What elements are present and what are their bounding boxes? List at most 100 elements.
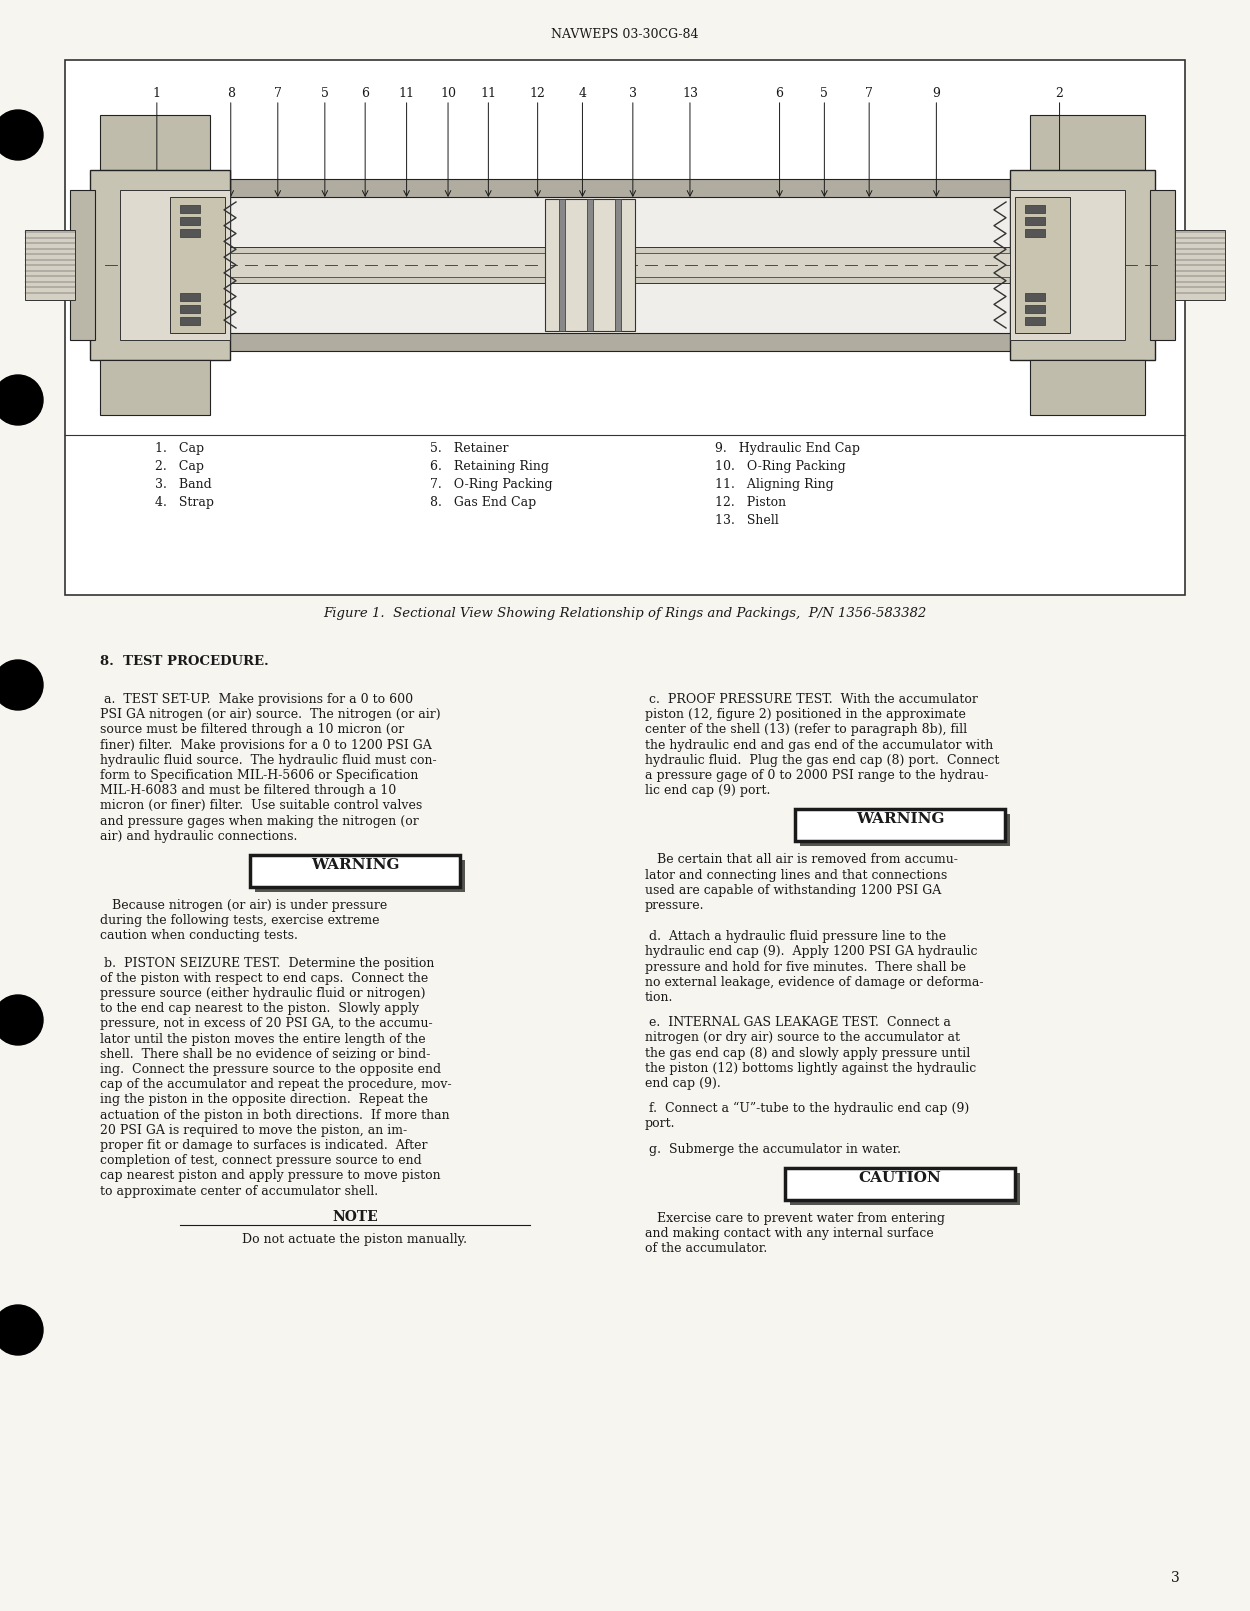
Text: WARNING: WARNING — [856, 812, 944, 826]
Text: of the piston with respect to end caps.  Connect the: of the piston with respect to end caps. … — [100, 971, 429, 984]
Bar — [795, 809, 1005, 841]
Bar — [180, 317, 200, 325]
Text: proper fit or damage to surfaces is indicated.  After: proper fit or damage to surfaces is indi… — [100, 1139, 428, 1152]
Text: 11: 11 — [399, 87, 415, 100]
Bar — [785, 1168, 1015, 1200]
Text: actuation of the piston in both directions.  If more than: actuation of the piston in both directio… — [100, 1108, 450, 1121]
Bar — [1010, 171, 1155, 359]
Bar — [800, 815, 1010, 846]
Bar — [180, 304, 200, 313]
Text: 12.   Piston: 12. Piston — [715, 496, 786, 509]
Circle shape — [0, 110, 42, 159]
Bar — [255, 860, 465, 892]
Text: cap of the accumulator and repeat the procedure, mov-: cap of the accumulator and repeat the pr… — [100, 1078, 451, 1091]
Bar — [70, 190, 95, 340]
Bar — [90, 171, 230, 359]
Text: 10.   O-Ring Packing: 10. O-Ring Packing — [715, 461, 846, 474]
Text: 2: 2 — [1055, 87, 1064, 100]
Bar — [1025, 293, 1045, 301]
Circle shape — [0, 996, 42, 1046]
Bar — [588, 200, 592, 330]
Bar — [165, 197, 1075, 333]
Bar — [615, 200, 621, 330]
Circle shape — [0, 375, 42, 425]
Text: 11: 11 — [480, 87, 496, 100]
Bar — [180, 229, 200, 237]
Bar — [170, 197, 225, 333]
Bar — [1025, 229, 1045, 237]
Text: 4: 4 — [579, 87, 586, 100]
Text: pressure.: pressure. — [645, 899, 705, 912]
Text: 4.   Strap: 4. Strap — [155, 496, 214, 509]
Text: 1.   Cap: 1. Cap — [155, 441, 204, 454]
Bar — [545, 200, 635, 330]
Text: during the following tests, exercise extreme: during the following tests, exercise ext… — [100, 913, 380, 928]
Bar — [559, 200, 565, 330]
Text: used are capable of withstanding 1200 PSI GA: used are capable of withstanding 1200 PS… — [645, 884, 941, 897]
Text: NOTE: NOTE — [332, 1210, 378, 1224]
Circle shape — [0, 1305, 42, 1355]
Text: 8.  TEST PROCEDURE.: 8. TEST PROCEDURE. — [100, 656, 269, 669]
Text: completion of test, connect pressure source to end: completion of test, connect pressure sou… — [100, 1153, 421, 1168]
Text: 3: 3 — [629, 87, 636, 100]
Text: port.: port. — [645, 1118, 675, 1131]
Text: Be certain that all air is removed from accumu-: Be certain that all air is removed from … — [645, 854, 958, 867]
Text: the piston (12) bottoms lightly against the hydraulic: the piston (12) bottoms lightly against … — [645, 1062, 976, 1075]
Bar — [100, 114, 210, 171]
Text: 10: 10 — [440, 87, 456, 100]
Bar — [25, 230, 75, 300]
Text: to approximate center of accumulator shell.: to approximate center of accumulator she… — [100, 1184, 377, 1197]
Text: PSI GA nitrogen (or air) source.  The nitrogen (or air): PSI GA nitrogen (or air) source. The nit… — [100, 709, 441, 722]
Text: to the end cap nearest to the piston.  Slowly apply: to the end cap nearest to the piston. Sl… — [100, 1002, 419, 1015]
Bar — [165, 333, 1075, 351]
Text: lic end cap (9) port.: lic end cap (9) port. — [645, 785, 770, 797]
Text: MIL-H-6083 and must be filtered through a 10: MIL-H-6083 and must be filtered through … — [100, 785, 396, 797]
Text: shell.  There shall be no evidence of seizing or bind-: shell. There shall be no evidence of sei… — [100, 1047, 430, 1060]
Text: a pressure gage of 0 to 2000 PSI range to the hydrau-: a pressure gage of 0 to 2000 PSI range t… — [645, 768, 989, 781]
Text: ing.  Connect the pressure source to the opposite end: ing. Connect the pressure source to the … — [100, 1063, 441, 1076]
Text: source must be filtered through a 10 micron (or: source must be filtered through a 10 mic… — [100, 723, 404, 736]
Text: 7.   O-Ring Packing: 7. O-Ring Packing — [430, 478, 552, 491]
Bar — [225, 253, 1015, 277]
Text: 9: 9 — [932, 87, 940, 100]
Text: of the accumulator.: of the accumulator. — [645, 1242, 768, 1255]
Bar — [1025, 317, 1045, 325]
Text: hydraulic fluid source.  The hydraulic fluid must con-: hydraulic fluid source. The hydraulic fl… — [100, 754, 436, 767]
Text: 8.   Gas End Cap: 8. Gas End Cap — [430, 496, 536, 509]
Bar — [180, 293, 200, 301]
Bar — [1015, 197, 1070, 333]
Text: caution when conducting tests.: caution when conducting tests. — [100, 930, 298, 942]
Text: NAVWEPS 03-30CG-84: NAVWEPS 03-30CG-84 — [551, 27, 699, 40]
Text: Figure 1.  Sectional View Showing Relationship of Rings and Packings,  P/N 1356-: Figure 1. Sectional View Showing Relatio… — [324, 607, 926, 620]
Text: pressure source (either hydraulic fluid or nitrogen): pressure source (either hydraulic fluid … — [100, 988, 425, 1000]
Text: 8: 8 — [226, 87, 235, 100]
Text: 3: 3 — [1171, 1571, 1180, 1585]
Text: 5.   Retainer: 5. Retainer — [430, 441, 509, 454]
Text: 6: 6 — [775, 87, 784, 100]
Text: pressure and hold for five minutes.  There shall be: pressure and hold for five minutes. Ther… — [645, 960, 966, 973]
Bar — [1010, 190, 1125, 340]
Text: 1: 1 — [152, 87, 161, 100]
Text: Exercise care to prevent water from entering: Exercise care to prevent water from ente… — [645, 1211, 945, 1224]
Text: 5: 5 — [321, 87, 329, 100]
Text: micron (or finer) filter.  Use suitable control valves: micron (or finer) filter. Use suitable c… — [100, 799, 422, 812]
Bar — [1025, 217, 1045, 226]
Text: 6: 6 — [361, 87, 369, 100]
Text: CAUTION: CAUTION — [859, 1171, 941, 1184]
Bar — [1025, 304, 1045, 313]
Text: a.  TEST SET-UP.  Make provisions for a 0 to 600: a. TEST SET-UP. Make provisions for a 0 … — [100, 693, 412, 706]
Text: tion.: tion. — [645, 991, 674, 1004]
Bar — [165, 179, 1075, 197]
Text: WARNING: WARNING — [311, 859, 399, 872]
Circle shape — [0, 661, 42, 710]
Text: 13.   Shell: 13. Shell — [715, 514, 779, 527]
Bar — [180, 217, 200, 226]
Text: g.  Submerge the accumulator in water.: g. Submerge the accumulator in water. — [645, 1142, 901, 1155]
Text: 9.   Hydraulic End Cap: 9. Hydraulic End Cap — [715, 441, 860, 454]
Text: lator until the piston moves the entire length of the: lator until the piston moves the entire … — [100, 1033, 425, 1046]
Text: b.  PISTON SEIZURE TEST.  Determine the position: b. PISTON SEIZURE TEST. Determine the po… — [100, 957, 435, 970]
Text: hydraulic fluid.  Plug the gas end cap (8) port.  Connect: hydraulic fluid. Plug the gas end cap (8… — [645, 754, 1000, 767]
Text: end cap (9).: end cap (9). — [645, 1078, 721, 1091]
Text: finer) filter.  Make provisions for a 0 to 1200 PSI GA: finer) filter. Make provisions for a 0 t… — [100, 738, 431, 752]
Text: c.  PROOF PRESSURE TEST.  With the accumulator: c. PROOF PRESSURE TEST. With the accumul… — [645, 693, 978, 706]
